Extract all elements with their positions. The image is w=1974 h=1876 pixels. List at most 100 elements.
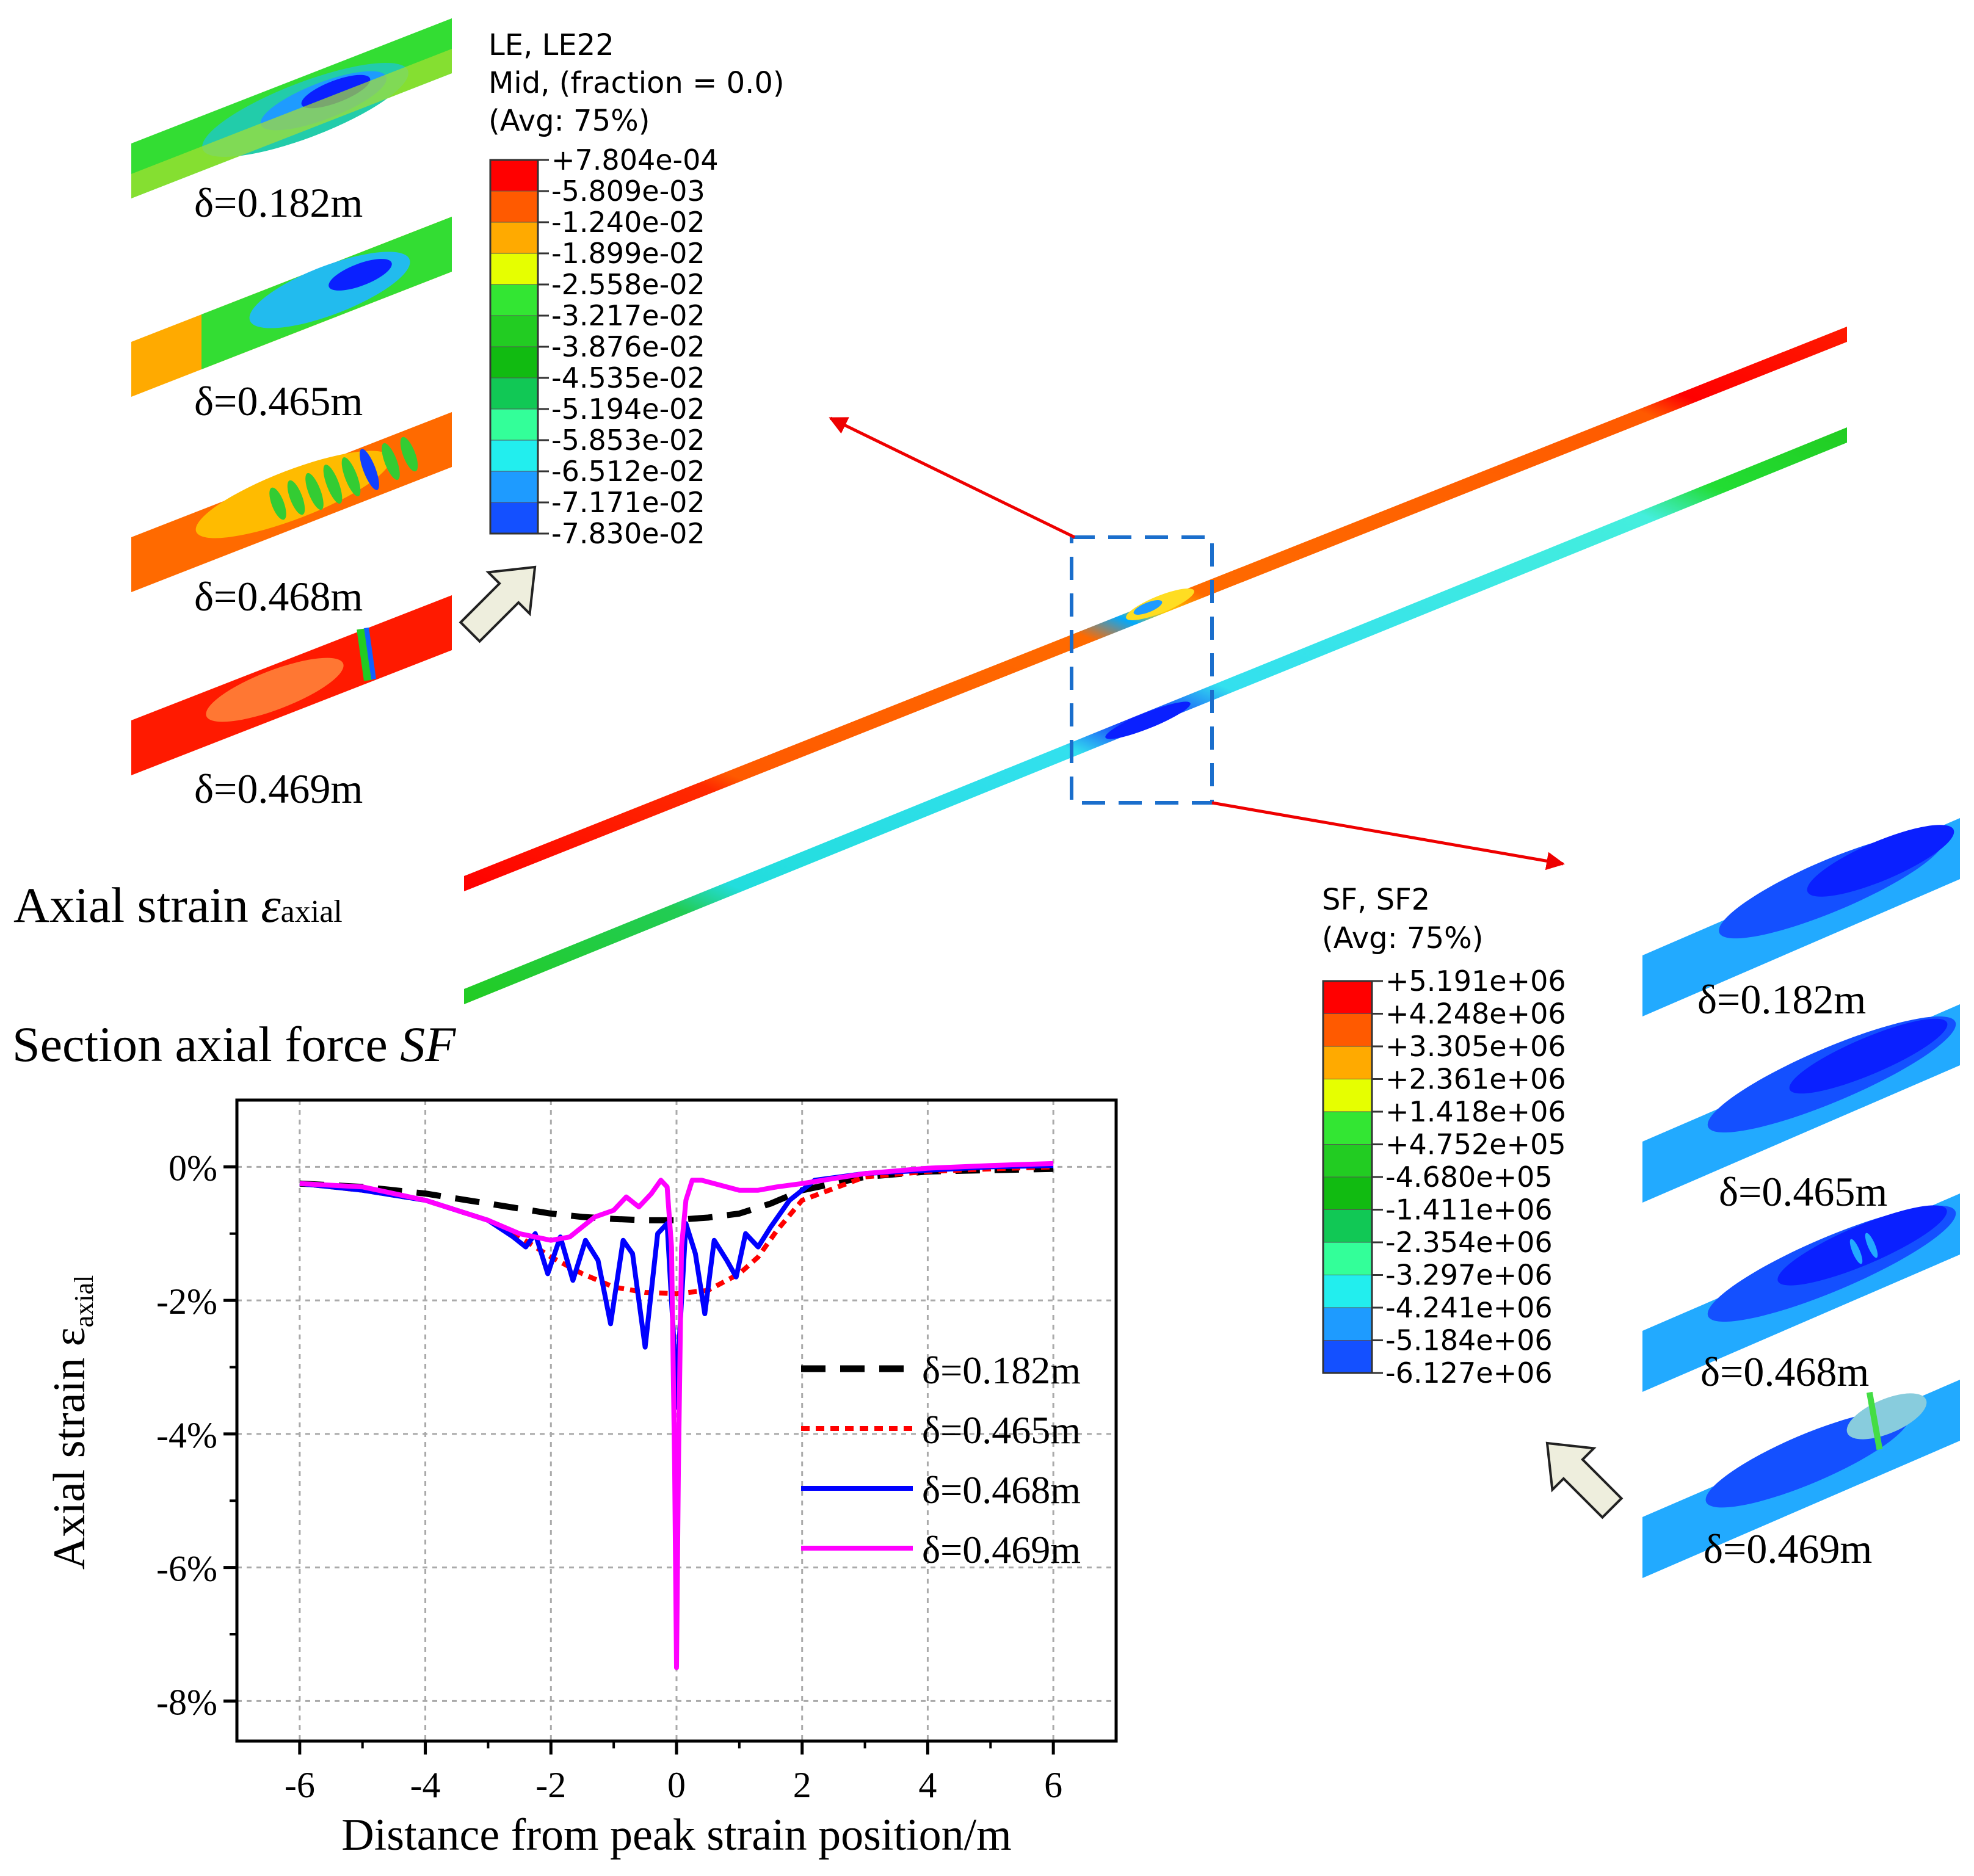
- right-panel-4: [1642, 1380, 1960, 1578]
- le-legend-swatch: [490, 408, 539, 441]
- left-panel-labels: δ=0.182m δ=0.465m δ=0.468m δ=0.469m: [194, 179, 363, 812]
- le-legend-value: -5.853e-02: [551, 424, 705, 457]
- left-panel-label: δ=0.469m: [194, 766, 363, 812]
- zoom-arrow: [1211, 801, 1565, 871]
- legend-label: δ=0.465m: [922, 1408, 1081, 1452]
- le-legend-swatch: [490, 502, 539, 534]
- right-panel-2: [1642, 1004, 1960, 1203]
- sf-legend-value: +4.752e+05: [1385, 1128, 1566, 1161]
- le-legend-value: -3.217e-02: [551, 299, 705, 332]
- right-panel-labels: δ=0.182m δ=0.465m δ=0.468m δ=0.469m: [1697, 976, 1887, 1572]
- sf-legend-value: +1.418e+06: [1385, 1095, 1566, 1128]
- sf-legend-value: -3.297e+06: [1385, 1259, 1553, 1292]
- right-panel-label: δ=0.465m: [1719, 1168, 1887, 1215]
- x-tick-label: -2: [535, 1765, 566, 1805]
- x-tick-label: 2: [793, 1765, 811, 1805]
- y-tick-label: -6%: [156, 1549, 217, 1589]
- sf-legend-swatch: [1323, 1144, 1373, 1178]
- hollow-arrow: [459, 565, 537, 643]
- strain-chart: -6 -4 -2 0 2 4 6 0% -2% -4% -6% -8% δ=0.182m δ=0.465…: [45, 1098, 1118, 1860]
- le-legend-swatch: [490, 377, 539, 410]
- sf-legend-frame: [1322, 980, 1373, 1374]
- section-force-label: Section axial force SF: [12, 1016, 456, 1072]
- y-tick-label: -2%: [156, 1281, 217, 1322]
- sf-legend-value: +3.305e+06: [1385, 1030, 1566, 1063]
- sf-legend-value: -4.241e+06: [1385, 1291, 1553, 1324]
- x-axis-label: Distance from peak strain position/m: [341, 1810, 1011, 1860]
- sf-legend-value: -6.127e+06: [1385, 1356, 1553, 1389]
- right-panel-1: [1642, 818, 1960, 1016]
- le-legend-value: -1.899e-02: [551, 237, 705, 270]
- chart-legend: δ=0.182m δ=0.465m δ=0.468m δ=0.469m: [801, 1349, 1081, 1571]
- sf-legend-swatch: [1323, 1013, 1373, 1047]
- y-tick-label: -4%: [156, 1415, 217, 1455]
- right-panel-3: [1642, 1193, 1960, 1392]
- x-tick-label: 4: [918, 1765, 937, 1805]
- right-panel-label: δ=0.182m: [1697, 976, 1866, 1023]
- y-tick-label: -8%: [156, 1682, 217, 1722]
- le-legend-value: -4.535e-02: [551, 361, 705, 394]
- sf-legend-swatch: [1323, 1307, 1373, 1341]
- left-panel-label: δ=0.468m: [194, 573, 363, 620]
- le-legend: LE, LE22 Mid, (fraction = 0.0) (Avg: 75%…: [488, 28, 785, 550]
- le-legend-swatch: [490, 315, 539, 347]
- le-legend-title-3: (Avg: 75%): [488, 104, 650, 138]
- sf-legend-value: +4.248e+06: [1385, 998, 1566, 1030]
- main-pipes: [464, 327, 1847, 1004]
- le-legend-swatch: [490, 346, 539, 378]
- le-legend-value: -5.809e-03: [551, 175, 705, 208]
- right-panel-label: δ=0.469m: [1704, 1526, 1872, 1572]
- le-legend-swatch: [490, 440, 539, 472]
- le-legend-value: -7.830e-02: [551, 517, 705, 550]
- right-panels: [1642, 818, 1960, 1578]
- zoom-box: [1070, 535, 1214, 805]
- sf-legend-value: -5.184e+06: [1385, 1324, 1553, 1357]
- sf-legend-swatch: [1323, 1176, 1373, 1210]
- legend-label: δ=0.468m: [922, 1468, 1081, 1512]
- chart-series: [299, 1161, 1054, 1670]
- sf-legend-swatch: [1323, 1079, 1373, 1112]
- x-tick-label: -6: [285, 1765, 315, 1805]
- sf-legend-swatch: [1323, 1242, 1373, 1275]
- left-panel-3: [131, 412, 452, 592]
- le-legend-swatch: [490, 253, 539, 285]
- le-legend-value: -2.558e-02: [551, 268, 705, 301]
- le-legend-value: +7.804e-04: [551, 143, 719, 176]
- le-legend-value: -6.512e-02: [551, 455, 705, 488]
- left-panel-4: [131, 595, 452, 775]
- sf-legend-value: -2.354e+06: [1385, 1226, 1553, 1259]
- le-legend-value: -3.876e-02: [551, 330, 705, 363]
- zoom-arrow: [829, 416, 1076, 539]
- le-legend-value: -7.171e-02: [551, 486, 705, 519]
- sf-legend-swatch: [1323, 1275, 1373, 1308]
- sf-legend: SF, SF2 (Avg: 75%) +5.191e+06+4.248e+06+…: [1322, 883, 1566, 1389]
- left-panel-1: [131, 18, 452, 198]
- le-legend-frame: [489, 159, 539, 535]
- sf-legend-title-2: (Avg: 75%): [1322, 921, 1483, 955]
- x-tick-label: -4: [410, 1765, 441, 1805]
- sf-legend-value: +2.361e+06: [1385, 1063, 1566, 1096]
- series-line-1: [299, 1165, 1054, 1223]
- left-panel-2: [131, 217, 452, 397]
- le-legend-swatch: [490, 159, 539, 192]
- series-line-4: [299, 1161, 1054, 1670]
- le-legend-value: -5.194e-02: [551, 393, 705, 426]
- left-panels: [131, 18, 452, 775]
- le-legend-swatch: [490, 471, 539, 503]
- right-panel-label: δ=0.468m: [1700, 1349, 1869, 1395]
- y-tick-label: 0%: [169, 1148, 217, 1188]
- legend-label: δ=0.182m: [922, 1349, 1081, 1392]
- sf-legend-swatch: [1323, 1340, 1373, 1374]
- sf-legend-value: -1.411e+06: [1385, 1193, 1553, 1226]
- sf-legend-swatch: [1323, 1209, 1373, 1243]
- chart-ticks: -6 -4 -2 0 2 4 6 0% -2% -4% -6% -8%: [156, 1148, 1062, 1805]
- le-legend-swatch: [490, 222, 539, 254]
- sf-legend-value: -4.680e+05: [1385, 1161, 1553, 1193]
- sf-legend-swatch: [1323, 1111, 1373, 1145]
- y-axis-label: Axial strain εaxial: [45, 1275, 99, 1570]
- axial-strain-label: Axial strain εaxial: [13, 877, 343, 933]
- x-tick-label: 6: [1044, 1765, 1062, 1805]
- x-tick-label: 0: [667, 1765, 686, 1805]
- sf-legend-value: +5.191e+06: [1385, 965, 1566, 998]
